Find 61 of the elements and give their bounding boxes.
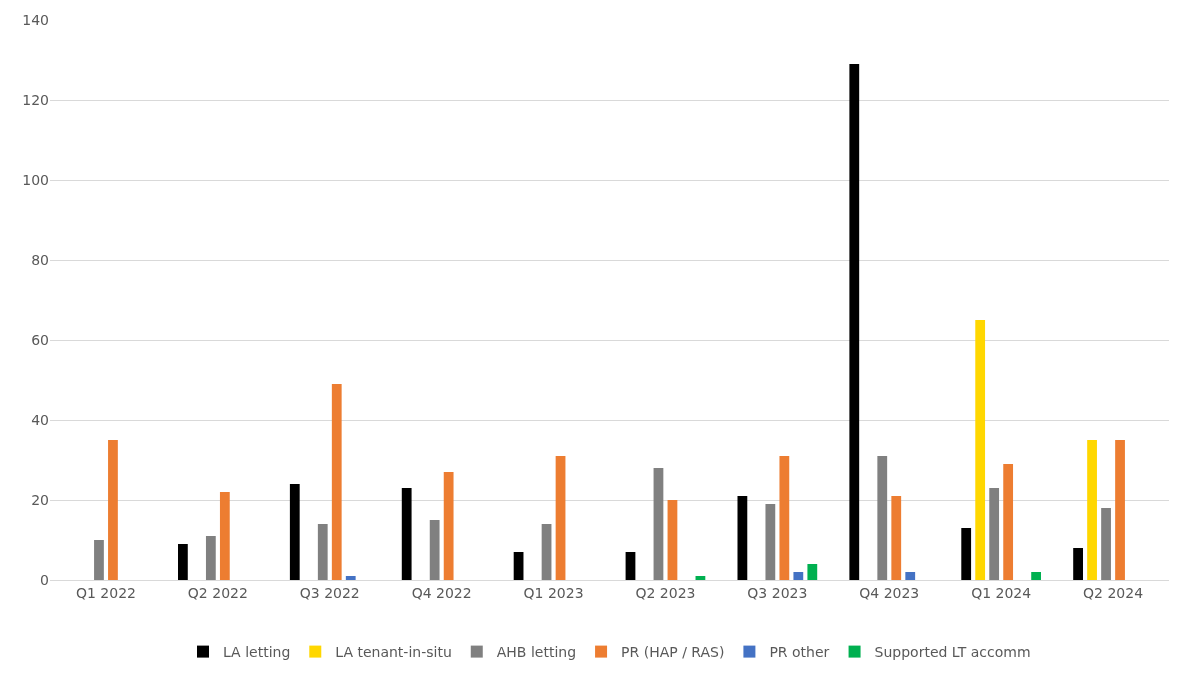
bar [331, 384, 342, 580]
x-tick-label: Q2 2023 [635, 584, 696, 601]
bar [219, 492, 230, 580]
legend-label: AHB letting [496, 644, 577, 661]
bar [625, 552, 636, 580]
y-tick-label: 140 [22, 11, 49, 28]
bar [177, 544, 188, 580]
bar [849, 64, 860, 580]
x-tick-label: Q1 2023 [523, 584, 584, 601]
bar [1087, 440, 1097, 580]
bar [429, 520, 440, 580]
bar [401, 488, 412, 580]
bar [541, 524, 552, 580]
bar [807, 564, 818, 580]
bar [779, 456, 790, 580]
bar [555, 456, 566, 580]
x-tick-label: Q3 2023 [747, 584, 808, 601]
legend-label: LA tenant-in-situ [335, 644, 452, 661]
bar [765, 504, 776, 580]
y-tick-label: 80 [31, 251, 49, 268]
bar [1101, 508, 1111, 580]
bar [975, 320, 986, 580]
bar [513, 552, 524, 580]
bar [317, 524, 328, 580]
bar [905, 572, 916, 580]
bar [289, 484, 300, 580]
y-tick-label: 100 [22, 171, 49, 188]
bar [793, 572, 804, 580]
bar [108, 440, 118, 580]
bar [737, 496, 748, 580]
y-tick-label: 60 [31, 331, 49, 348]
bar [891, 496, 902, 580]
bar [1115, 440, 1125, 580]
bar [877, 456, 888, 580]
x-tick-label: Q3 2022 [299, 584, 360, 601]
x-tick-label: Q4 2022 [411, 584, 472, 601]
legend-label: LA letting [223, 644, 291, 661]
bar [443, 472, 454, 580]
y-tick-label: 40 [31, 411, 49, 428]
y-tick-label: 0 [40, 571, 49, 588]
y-tick-label: 120 [22, 91, 49, 108]
bar [1003, 464, 1014, 580]
bar [1031, 572, 1042, 580]
x-tick-label: Q4 2023 [859, 584, 920, 601]
bar [667, 500, 678, 580]
bar [695, 576, 706, 580]
bar [653, 468, 664, 580]
y-tick-label: 20 [31, 491, 49, 508]
bar [1073, 548, 1083, 580]
bar [94, 540, 104, 580]
legend-label: PR (HAP / RAS) [621, 644, 725, 661]
bar [205, 536, 216, 580]
legend-label: PR other [769, 644, 830, 661]
x-tick-label: Q2 2024 [1083, 584, 1144, 601]
legend-label: Supported LT accomm [874, 644, 1031, 661]
x-tick-label: Q2 2022 [187, 584, 248, 601]
x-tick-label: Q1 2022 [75, 584, 136, 601]
bar [345, 576, 356, 580]
x-tick-label: Q1 2024 [971, 584, 1032, 601]
bar [989, 488, 1000, 580]
bar [961, 528, 972, 580]
